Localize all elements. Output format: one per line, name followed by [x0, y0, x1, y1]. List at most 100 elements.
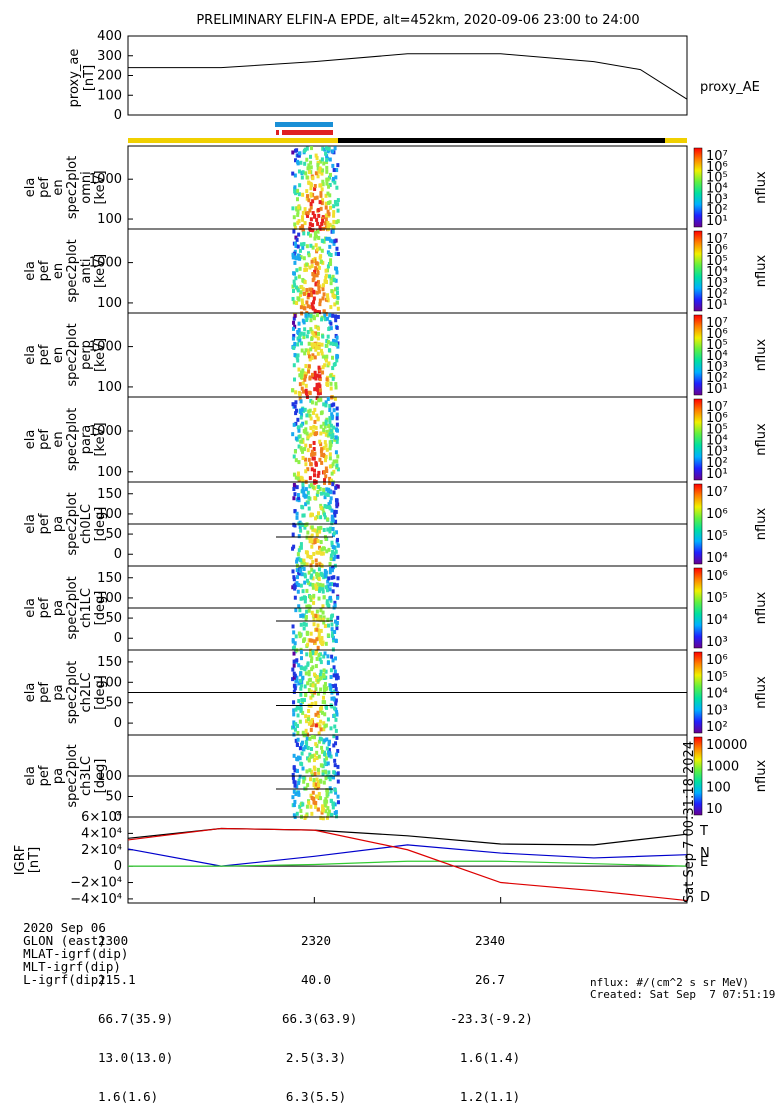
spectrogram-pixel [325, 158, 329, 163]
spectrogram-pixel [294, 738, 298, 743]
spectrogram-pixel [308, 539, 312, 544]
spectrogram-pixel [312, 758, 316, 763]
colorbar-tick-label: 10⁵ [706, 670, 728, 685]
spectrogram-pixel [329, 526, 333, 531]
colorbar-unit: nflux [754, 592, 769, 625]
spectrogram-pixel [312, 300, 316, 305]
spectrogram-pixel [322, 292, 326, 297]
spectrogram-pixel [304, 443, 308, 448]
spectrogram-pixel [317, 235, 321, 240]
spectrogram-pixel [330, 622, 334, 627]
spectrogram-pixel [291, 677, 295, 682]
spectrogram-pixel [297, 367, 301, 372]
spectrogram-pixel [323, 758, 327, 763]
spectrogram-pixel [300, 666, 304, 671]
spectrogram-pixel [307, 678, 311, 683]
spectrogram-pixel [336, 779, 340, 784]
spectrogram-pixel [303, 161, 307, 166]
spectrogram-pixel [328, 157, 332, 162]
spectrogram-pixel [332, 241, 336, 246]
spectrogram-pixel [333, 396, 337, 401]
spectrogram-pixel [317, 791, 321, 796]
spec-ylabel-line: [keV] [93, 338, 108, 372]
spectrogram-pixel [331, 801, 335, 806]
ae-ylabel-1: proxy_ae [67, 49, 82, 108]
spectrogram-pixel [300, 407, 304, 412]
spectrogram-pixel [318, 724, 322, 729]
spectrogram-pixel [332, 362, 336, 367]
igrf-ytick-label: 4×10⁴ [81, 826, 122, 841]
spectrogram-pixel [302, 389, 306, 394]
spectrogram-pixel [301, 228, 305, 233]
spectrogram-pixel [297, 778, 301, 783]
spectrogram-pixel [304, 211, 308, 216]
spectrogram-pixel [334, 790, 338, 795]
spectrogram-pixel [333, 239, 337, 244]
spectrogram-pixel [330, 568, 334, 573]
spectrogram-pixel [313, 683, 317, 688]
spectrogram-pixel [298, 774, 302, 779]
spectrogram-pixel [306, 194, 310, 199]
spectrogram-pixel [325, 447, 329, 452]
igrf-legend-N: N [700, 846, 710, 861]
spectrogram-pixel [291, 646, 295, 651]
spectrogram-pixel [317, 342, 321, 347]
spectrogram-pixel [335, 290, 339, 295]
spectrogram-pixel [306, 500, 310, 505]
spectrogram-pixel [293, 492, 297, 497]
spectrogram-pixel [317, 382, 321, 387]
spectrogram-pixel [299, 255, 303, 260]
spectrogram-pixel [309, 327, 313, 332]
spectrogram-pixel [318, 439, 322, 444]
spectrogram-pixel [308, 638, 312, 643]
proxy-ae-line [128, 53, 688, 100]
spectrogram-pixel [322, 309, 326, 314]
spectrogram-pixel [292, 454, 296, 459]
spectrogram-pixel [320, 410, 324, 415]
spectrogram-pixel [292, 803, 296, 808]
spectrogram-pixel [317, 739, 321, 744]
spec-ylabel-line: spec2plot [65, 576, 80, 639]
spectrogram-pixel [311, 560, 315, 565]
spectrogram-pixel [292, 720, 296, 725]
spectrogram-pixel [312, 672, 316, 677]
spectrogram-pixel [334, 619, 338, 624]
colorbar [693, 230, 703, 312]
spectrogram-pixel [319, 525, 323, 530]
spectrogram-pixel [315, 313, 319, 318]
spectrogram-pixel [332, 770, 336, 775]
spectrogram-pixel [299, 542, 303, 547]
spec-ylabel-line: spec2plot [65, 239, 80, 302]
spectrogram-pixel [297, 780, 301, 785]
spec-ylabel-line: spec2plot [65, 408, 80, 471]
colorbar-unit: nflux [754, 339, 769, 372]
spectrogram-pixel [322, 721, 326, 726]
spec-ylabel-line: perp [79, 340, 94, 370]
spectrogram-pixel [309, 563, 313, 568]
spectrogram-pixel [315, 572, 319, 577]
spectrogram-panel-frame [127, 228, 688, 314]
spectrogram-pixel [294, 436, 298, 441]
spectrogram-pixel [314, 804, 318, 809]
spectrogram-pixel [306, 304, 310, 309]
spectrogram-pixel [332, 673, 336, 678]
spectrogram-pixel [321, 182, 325, 187]
spectrogram-pixel [312, 800, 316, 805]
spectrogram-pixel [305, 550, 309, 555]
spectrogram-pixel [307, 341, 311, 346]
spectrogram-pixel [328, 480, 332, 485]
spectrogram-pixel [325, 343, 329, 348]
spectrogram-pixel [321, 700, 325, 705]
spectrogram-pixel [322, 615, 326, 620]
spectrogram-pixel [298, 266, 302, 271]
spectrogram-pixel [315, 396, 319, 401]
spectrogram-pixel [315, 529, 319, 534]
spectrogram-pixel [298, 392, 302, 397]
spectrogram-pixel [299, 622, 303, 627]
spectrogram-pixel [315, 247, 319, 252]
spectrogram-pixel [299, 596, 303, 601]
spectrogram-pixel [312, 569, 316, 574]
colorbar-tick-label: 10⁶ [706, 243, 728, 258]
spectrogram-pixel [300, 412, 304, 417]
spectrogram-pixel [331, 366, 335, 371]
